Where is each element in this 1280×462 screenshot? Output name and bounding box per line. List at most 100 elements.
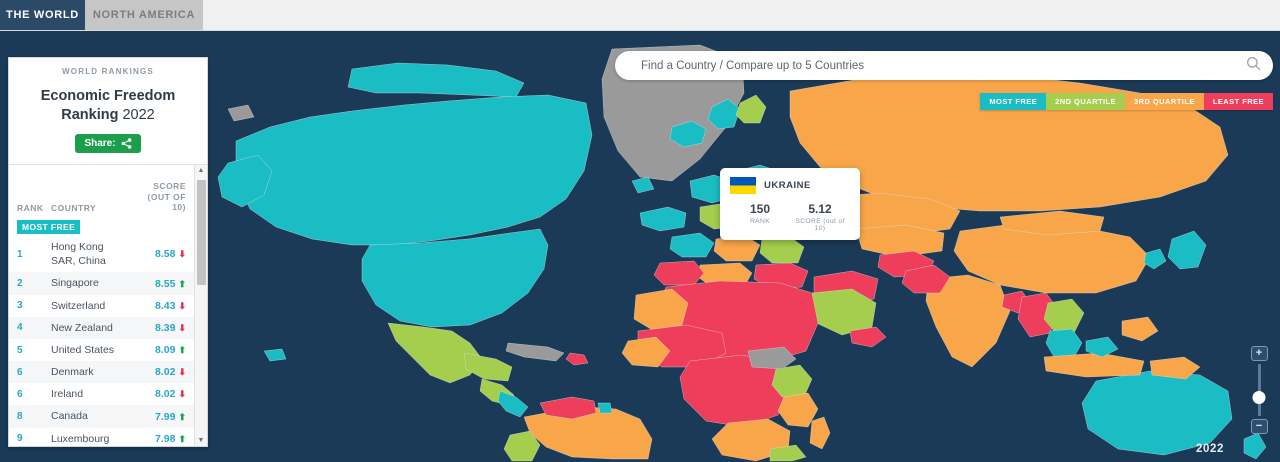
share-icon — [121, 138, 131, 149]
legend-item-least-free[interactable]: LEAST FREE — [1203, 93, 1273, 110]
trend-down-icon: ⬇ — [178, 249, 186, 260]
row-rank: 3 — [17, 300, 23, 312]
tab-the-world[interactable]: THE WORLD — [0, 0, 85, 30]
row-rank: 6 — [17, 366, 23, 378]
row-score: 8.39 ⬇ — [155, 321, 186, 334]
tab-north-america-label: NORTH AMERICA — [92, 9, 196, 21]
row-score: 8.02 ⬇ — [155, 388, 186, 401]
trend-down-icon: ⬇ — [178, 367, 186, 378]
row-country: Denmark — [51, 366, 94, 379]
row-country: Switzerland — [51, 299, 106, 312]
rankings-list: RANK COUNTRY SCORE (OUT OF 10) MOST FREE… — [9, 165, 194, 446]
panel-header: WORLD RANKINGS Economic Freedom Ranking … — [9, 58, 207, 166]
legend-item-2nd-quartile[interactable]: 2ND QUARTILE — [1046, 93, 1125, 110]
table-row[interactable]: 8 Canada 7.99 ⬆ — [9, 405, 194, 428]
row-score: 8.43 ⬇ — [155, 299, 186, 312]
tab-north-america[interactable]: NORTH AMERICA — [85, 0, 203, 30]
rankings-scrollbar[interactable]: ▲ ▼ — [194, 165, 207, 446]
scrollbar-thumb[interactable] — [196, 180, 206, 286]
rankings-column-headers: RANK COUNTRY SCORE (OUT OF 10) — [9, 165, 194, 217]
row-rank: 5 — [17, 344, 23, 356]
table-row[interactable]: 1 Hong Kong SAR, China 8.58 ⬇ — [9, 236, 194, 272]
row-country: Hong Kong SAR, China — [51, 241, 106, 268]
view-tab-bar: THE WORLD NORTH AMERICA — [0, 0, 1280, 31]
tooltip-stats: 150 RANK 5.12 SCORE (out of 10) — [730, 202, 850, 232]
scroll-up-icon[interactable]: ▲ — [197, 167, 205, 175]
trend-up-icon: ⬆ — [178, 345, 186, 356]
legend-label-most-free: MOST FREE — [989, 97, 1038, 106]
row-score: 7.99 ⬆ — [155, 410, 186, 423]
legend-item-most-free[interactable]: MOST FREE — [980, 93, 1047, 110]
tab-the-world-label: THE WORLD — [6, 9, 79, 21]
legend-label-least-free: LEAST FREE — [1212, 97, 1264, 106]
map-legend: MOST FREE 2ND QUARTILE 3RD QUARTILE LEAS… — [980, 93, 1273, 110]
legend-label-3rd-quartile: 3RD QUARTILE — [1134, 97, 1195, 106]
row-country: Canada — [51, 410, 88, 423]
zoom-out-button[interactable]: − — [1250, 419, 1268, 434]
tooltip-score-cell: 5.12 SCORE (out of 10) — [790, 202, 850, 232]
tooltip-header: UKRAINE — [730, 177, 850, 194]
search-icon[interactable] — [1246, 56, 1261, 76]
country-shapes[interactable] — [218, 45, 1266, 461]
row-rank: 8 — [17, 411, 23, 423]
zoom-slider-thumb[interactable] — [1252, 391, 1266, 404]
row-rank: 6 — [17, 388, 23, 400]
trend-down-icon: ⬇ — [178, 300, 186, 311]
rankings-list-container: RANK COUNTRY SCORE (OUT OF 10) MOST FREE… — [9, 165, 207, 446]
rankings-rows: 1 Hong Kong SAR, China 8.58 ⬇ 2 Singapore 8.55… — [9, 236, 194, 446]
table-row[interactable]: 6 Denmark 8.02 ⬇ — [9, 361, 194, 384]
zoom-slider-track[interactable] — [1252, 364, 1266, 416]
search-input[interactable] — [641, 59, 1246, 72]
tooltip-rank-cell: 150 RANK — [730, 202, 790, 232]
column-header-score: SCORE (OUT OF 10) — [147, 181, 186, 213]
table-row[interactable]: 3 Switzerland 8.43 ⬇ — [9, 295, 194, 317]
quartile-badge-most-free: MOST FREE — [17, 220, 81, 235]
row-country: Luxembourg — [51, 432, 110, 445]
row-rank: 1 — [17, 248, 23, 260]
row-score: 7.98 ⬆ — [155, 432, 186, 445]
row-score: 8.55 ⬆ — [155, 277, 186, 290]
row-rank: 2 — [17, 278, 23, 290]
tooltip-country-name: UKRAINE — [764, 180, 811, 191]
table-row[interactable]: 5 United States 8.09 ⬆ — [9, 339, 194, 361]
zoom-in-button[interactable]: + — [1250, 346, 1268, 361]
scrollbar-track[interactable] — [196, 176, 206, 435]
ukraine-flag-icon — [730, 177, 756, 194]
map-year-label: 2022 — [1196, 443, 1224, 455]
legend-label-2nd-quartile: 2ND QUARTILE — [1055, 97, 1116, 106]
row-score: 8.02 ⬇ — [155, 366, 186, 379]
share-button-label: Share: — [84, 138, 116, 150]
trend-down-icon: ⬇ — [178, 389, 186, 400]
panel-title-text: Economic Freedom Ranking — [40, 88, 176, 123]
legend-item-3rd-quartile[interactable]: 3RD QUARTILE — [1125, 93, 1204, 110]
world-rankings-panel: WORLD RANKINGS Economic Freedom Ranking … — [8, 57, 208, 447]
table-row[interactable]: 9 Luxembourg 7.98 ⬆ — [9, 428, 194, 446]
column-header-rank: RANK — [17, 203, 44, 214]
trend-up-icon: ⬆ — [178, 278, 186, 289]
row-score: 8.09 ⬆ — [155, 344, 186, 357]
column-header-country: COUNTRY — [51, 203, 97, 214]
panel-title-year: 2022 — [122, 106, 155, 123]
tooltip-rank-value: 150 — [749, 202, 771, 216]
row-country: Singapore — [51, 277, 99, 290]
row-country: New Zealand — [51, 321, 113, 334]
table-row[interactable]: 4 New Zealand 8.39 ⬇ — [9, 316, 194, 339]
trend-up-icon: ⬆ — [178, 411, 186, 422]
scroll-down-icon[interactable]: ▼ — [197, 437, 205, 444]
tooltip-rank-label: RANK — [749, 218, 771, 225]
trend-down-icon: ⬇ — [178, 322, 186, 333]
tooltip-score-value: 5.12 — [808, 202, 832, 216]
row-score: 8.58 ⬇ — [155, 248, 186, 261]
row-country: United States — [51, 343, 115, 356]
tooltip-score-label: SCORE (out of 10) — [795, 218, 845, 232]
row-rank: 4 — [17, 322, 23, 334]
page-title: Economic Freedom Ranking 2022 — [19, 87, 197, 124]
table-row[interactable]: 6 Ireland 8.02 ⬇ — [9, 383, 194, 405]
row-country: Ireland — [51, 388, 84, 401]
country-search-bar[interactable] — [615, 51, 1273, 80]
map-zoom-control: + − — [1247, 346, 1271, 434]
share-button[interactable]: Share: — [75, 134, 141, 154]
table-row[interactable]: 2 Singapore 8.55 ⬆ — [9, 272, 194, 295]
panel-kicker: WORLD RANKINGS — [62, 67, 154, 76]
